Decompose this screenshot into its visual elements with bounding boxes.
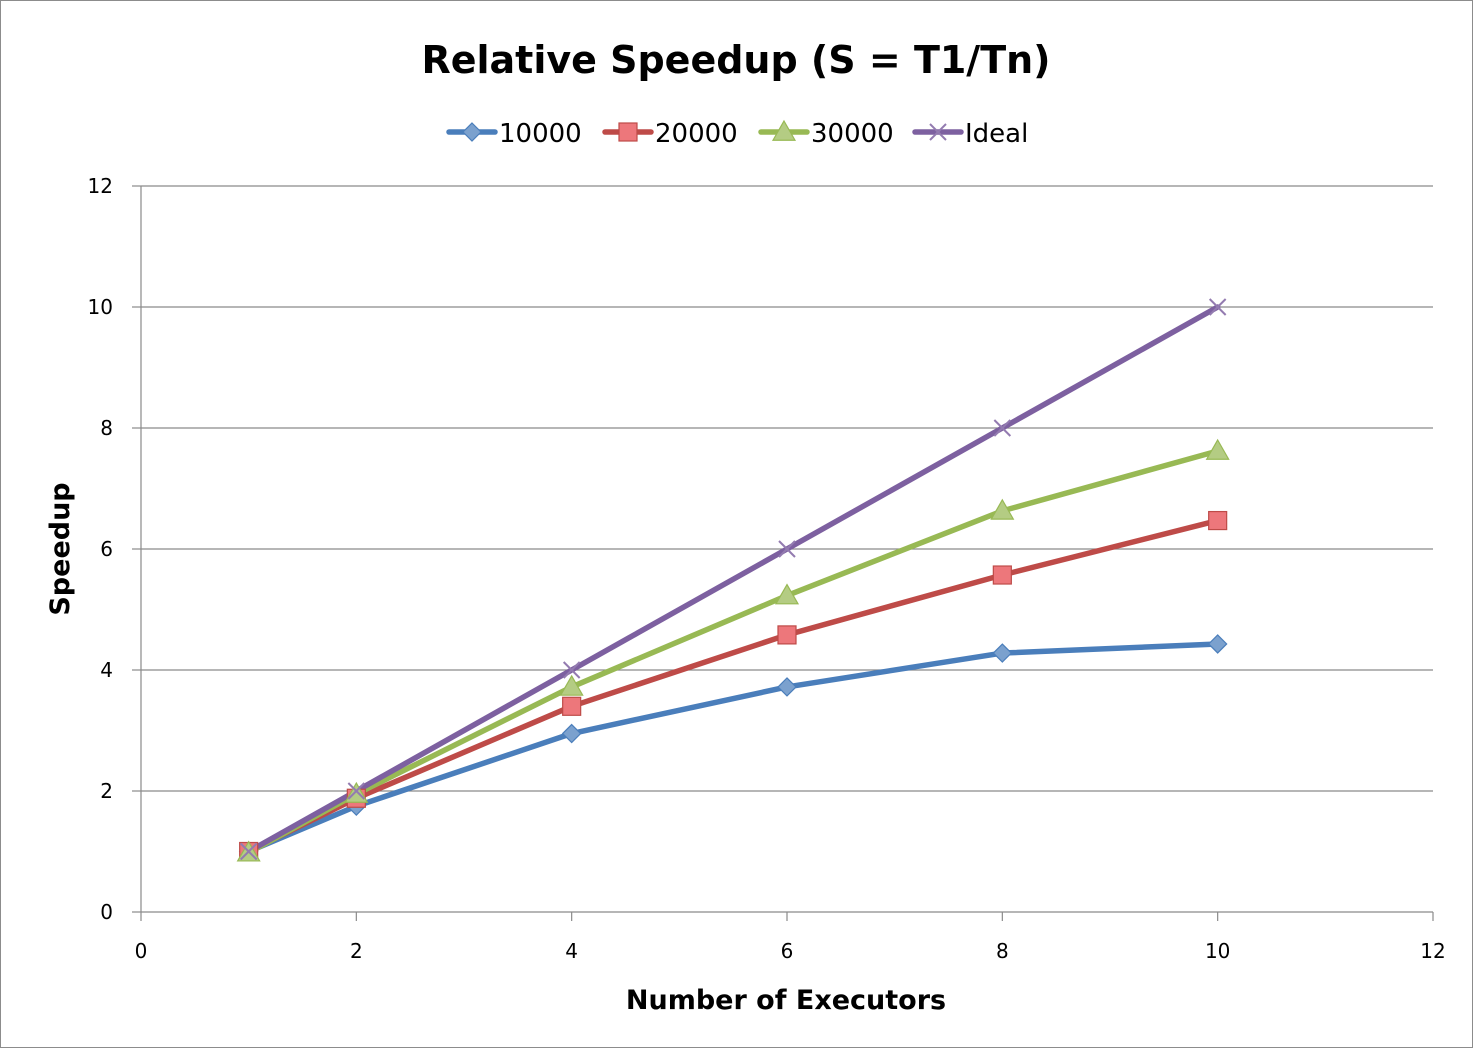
y-tick-label: 12 [88,174,113,198]
x-tick-label: 2 [350,939,363,963]
x-axis-title: Number of Executors [626,985,946,1016]
data-point-30000-4 [559,674,584,696]
data-point-20000-10 [1208,510,1228,531]
series-line-Ideal [245,304,1221,855]
data-point-30000-8 [990,498,1015,520]
y-axis-ticks: 0 2 4 6 8 10 12 [88,174,141,924]
data-point-Ideal-8 [993,419,1012,437]
y-tick-label: 0 [100,900,113,924]
x-marker-stroke [929,123,947,141]
chart-title: Relative Speedup (S = T1/Tn) [421,38,1050,82]
chart-legend: 10000 20000 30000 Ideal [446,119,1028,149]
x-tick-label: 4 [565,939,578,963]
data-point-Ideal-6 [778,540,796,558]
series-line-10000 [245,641,1221,855]
x-marker-stroke [347,782,366,800]
y-tick-label: 8 [100,416,113,440]
legend-marker-20000 [618,122,638,142]
y-axis-title: Speedup [45,482,76,615]
legend-label-Ideal: Ideal [965,119,1028,149]
data-point-20000-4 [562,696,582,716]
x-tick-label: 12 [1420,939,1445,963]
data-point-30000-10 [1205,438,1230,460]
y-tick-label: 10 [88,295,113,319]
data-point-20000-8 [992,565,1012,585]
legend-item-30000: 30000 [758,119,894,149]
x-marker-stroke [993,419,1012,437]
x-marker-stroke [239,842,258,861]
data-point-10000-10 [1207,634,1228,654]
data-point-Ideal-1 [239,842,258,861]
y-tick-label: 4 [100,658,113,682]
data-point-Ideal-4 [562,661,581,679]
data-point-Ideal-10 [1208,298,1227,316]
legend-marker-30000 [771,119,797,141]
legend-item-20000: 20000 [602,119,738,149]
x-tick-label: 6 [781,939,794,963]
legend-item-10000: 10000 [446,119,582,149]
legend-item-Ideal: Ideal [912,119,1028,149]
y-tick-label: 6 [100,537,113,561]
legend-marker-Ideal [929,123,947,141]
series-line-20000 [245,517,1221,855]
data-point-20000-6 [777,625,797,645]
x-marker-stroke [1208,298,1227,316]
data-point-Ideal-2 [347,782,366,800]
gridlines [141,185,1433,792]
legend-label-30000: 30000 [811,119,894,149]
x-tick-label: 8 [996,939,1009,963]
x-marker-stroke [562,661,581,679]
legend-label-20000: 20000 [655,119,738,149]
x-tick-label: 10 [1205,939,1230,963]
y-tick-label: 2 [100,779,113,803]
data-point-10000-6 [777,677,797,697]
x-marker-stroke [778,540,796,558]
legend-label-10000: 10000 [499,119,582,149]
series-lines [245,304,1221,856]
data-point-30000-6 [774,583,800,605]
data-point-10000-4 [561,723,582,744]
x-tick-label: 0 [135,939,148,963]
data-point-10000-8 [992,643,1013,663]
x-axis-ticks: 0 2 4 6 8 10 12 [135,912,1446,963]
series-markers [236,298,1230,862]
legend-marker-10000 [462,122,482,142]
